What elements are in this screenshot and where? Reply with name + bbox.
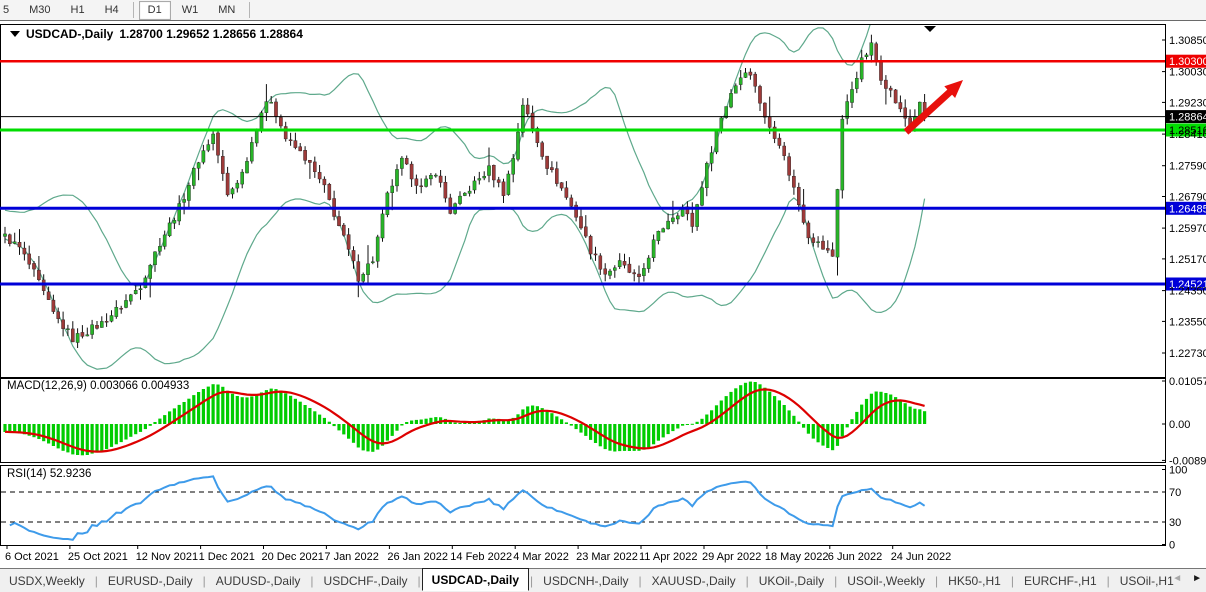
date-axis-label: 25 Oct 2021 <box>68 551 128 563</box>
date-axis-label: 7 Jan 2022 <box>324 551 378 563</box>
symbol-tab-USOil-Weekly[interactable]: USOil-,Weekly <box>847 573 926 588</box>
price-badge <box>1166 277 1206 291</box>
macd-axis-label: -0.00896 <box>1169 455 1206 467</box>
price-axis-label: 1.25170 <box>1169 254 1206 266</box>
timeframe-button-H4[interactable]: H4 <box>96 1 128 20</box>
price-axis-label: 1.29230 <box>1169 97 1206 109</box>
date-axis-label: 4 Mar 2022 <box>513 551 569 563</box>
macd-axis-label: 0.00 <box>1169 419 1190 431</box>
price-badge <box>1166 201 1206 215</box>
timeframe-button-MN[interactable]: MN <box>209 1 244 20</box>
tab-separator: | <box>1106 573 1110 588</box>
macd-axis-label: 0.010578 <box>1169 376 1206 388</box>
timeframe-toolbar: 5 M30 H1 H4 D1 W1 MN <box>0 0 1206 22</box>
date-axis-label: 6 Oct 2021 <box>5 551 59 563</box>
tab-separator: | <box>202 573 206 588</box>
price-axis-label: 1.24350 <box>1169 286 1206 298</box>
rsi-axis-label: 70 <box>1169 487 1181 499</box>
tab-separator: | <box>530 573 534 588</box>
timeframe-button-D1[interactable]: D1 <box>138 0 171 20</box>
symbol-tab-USOil-H1[interactable]: USOil-,H1 <box>1119 573 1174 588</box>
chart-ohlc-values: 1.28700 1.29652 1.28656 1.28864 <box>119 27 303 41</box>
chart-area: 1.30850 1.30300 1.30030 1.29230 1.28864 1.285… <box>0 21 1206 568</box>
symbol-tab-USDCNH-Daily[interactable]: USDCNH-,Daily <box>543 573 629 588</box>
date-axis-label: 20 Dec 2021 <box>262 551 324 563</box>
date-axis-label: 1 Dec 2021 <box>199 551 255 563</box>
rsi-pane <box>0 465 1166 546</box>
price-badge <box>1166 123 1206 137</box>
price-badge-label: 1.28516 <box>1169 125 1206 137</box>
timeframe-button-W1[interactable]: W1 <box>173 1 208 20</box>
date-axis-label: 12 Nov 2021 <box>136 551 198 563</box>
rsi-line <box>9 475 926 541</box>
macd-histogram <box>3 381 927 456</box>
tab-scroll-right-button[interactable]: ► <box>1192 573 1202 584</box>
tab-separator: | <box>94 573 98 588</box>
symbol-tab-HK50-H1[interactable]: HK50-,H1 <box>948 573 1001 588</box>
toolbar-separator <box>249 2 251 18</box>
chart-symbol-label: USDCAD-,Daily <box>26 27 114 41</box>
bollinger-bands <box>4 25 926 370</box>
rsi-indicator-label: RSI(14) 52.9236 <box>7 468 92 480</box>
symbol-tab-USDCHF-Daily[interactable]: USDCHF-,Daily <box>323 573 408 588</box>
price-axis-label: 1.28410 <box>1169 129 1206 141</box>
chart-title: USDCAD-,Daily 1.28700 1.29652 1.28656 1.… <box>10 27 303 41</box>
date-axis: 6 Oct 2021 25 Oct 2021 12 Nov 2021 1 Dec 20… <box>5 545 952 563</box>
tab-separator: | <box>638 573 642 588</box>
symbol-tab-XAUUSD-Daily[interactable]: XAUUSD-,Daily <box>651 573 736 588</box>
rsi-axis-label: 30 <box>1169 517 1181 529</box>
timeframe-button-M30[interactable]: M30 <box>20 1 59 20</box>
symbol-tab-UKOil-Daily[interactable]: UKOil-,Daily <box>758 573 825 588</box>
macd-indicator-label: MACD(12,26,9) 0.003066 0.004933 <box>7 380 190 392</box>
date-axis-label: 14 Feb 2022 <box>450 551 512 563</box>
price-badge-label: 1.24521 <box>1169 279 1206 291</box>
timeframe-button-5[interactable]: 5 <box>0 1 18 20</box>
date-axis-label: 29 Apr 2022 <box>702 551 761 563</box>
tab-separator: | <box>834 573 838 588</box>
symbol-tab-EURUSD-Daily[interactable]: EURUSD-,Daily <box>107 573 193 588</box>
date-axis-label: 24 Jun 2022 <box>891 551 952 563</box>
price-badge-label: 1.26485 <box>1169 203 1206 215</box>
symbol-tab-EURCHF-H1[interactable]: EURCHF-,H1 <box>1023 573 1097 588</box>
symbol-tab-USDX-Weekly[interactable]: USDX,Weekly <box>9 573 85 588</box>
symbol-tab-USDCAD-Daily[interactable]: USDCAD-,Daily <box>421 568 530 591</box>
chart-shift-marker-icon[interactable] <box>924 26 936 32</box>
tab-separator: | <box>745 573 749 588</box>
date-axis-label: 26 Jan 2022 <box>387 551 448 563</box>
price-axis-label: 1.30850 <box>1169 35 1206 47</box>
toolbar-separator <box>132 2 134 18</box>
date-axis-label: 18 May 2022 <box>765 551 829 563</box>
trend-arrow-annotation[interactable] <box>903 80 963 135</box>
price-badge-label: 1.30300 <box>1169 56 1206 68</box>
price-badge <box>1166 54 1206 68</box>
chart-dropdown-icon[interactable] <box>10 31 20 37</box>
tab-separator: | <box>417 573 421 588</box>
price-axis-label: 1.27590 <box>1169 161 1206 173</box>
tab-separator: | <box>310 573 314 588</box>
price-axis-label: 1.22730 <box>1169 348 1206 360</box>
date-axis-label: 23 Mar 2022 <box>576 551 638 563</box>
tab-separator: | <box>1010 573 1014 588</box>
rsi-axis-label: 100 <box>1169 465 1187 477</box>
tab-separator: | <box>935 573 939 588</box>
rsi-axis-label: 0 <box>1169 540 1175 552</box>
tab-scroll-left-button[interactable]: ◄ <box>1172 573 1183 584</box>
price-badge <box>1166 110 1206 124</box>
main-pane <box>0 24 1166 378</box>
date-axis-label: 6 Jun 2022 <box>828 551 882 563</box>
symbol-tabbar: USDX,Weekly | EURUSD-,Daily | AUDUSD-,Daily |… <box>0 568 1206 592</box>
symbol-tab-AUDUSD-Daily[interactable]: AUDUSD-,Daily <box>215 573 301 588</box>
price-axis-label: 1.25970 <box>1169 223 1206 235</box>
price-axis-label: 1.30030 <box>1169 67 1206 79</box>
price-axis-label: 1.26790 <box>1169 192 1206 204</box>
date-axis-label: 11 Apr 2022 <box>639 551 698 563</box>
price-axis-label: 1.23550 <box>1169 316 1206 328</box>
timeframe-button-H1[interactable]: H1 <box>62 1 94 20</box>
price-badge-label: 1.28864 <box>1169 112 1206 124</box>
